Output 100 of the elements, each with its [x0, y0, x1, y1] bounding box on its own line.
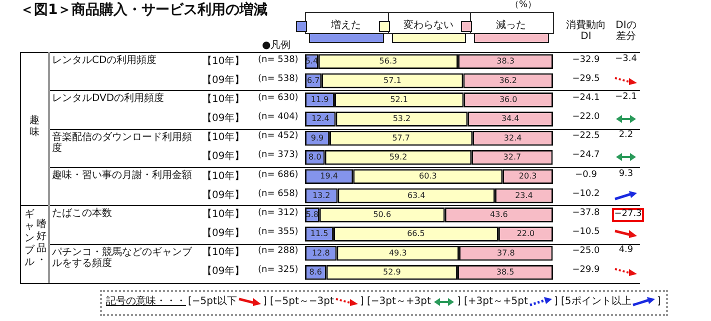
- data-label: 52.1: [390, 94, 408, 104]
- y-tick-label: 【09年】: [202, 74, 245, 86]
- y-tick-label: 【10年】: [202, 56, 245, 67]
- text: −24.7: [571, 150, 601, 162]
- text: −32.9: [571, 54, 601, 66]
- text: 嗜好品・: [36, 219, 47, 268]
- text: 変わらない: [402, 20, 454, 32]
- data-label: 12.8: [312, 248, 330, 258]
- y-tick-label: 【09年】: [202, 190, 245, 201]
- y-tick-label: 【10年】: [202, 132, 245, 144]
- text: 趣味・習い事の月謝・利用金額: [52, 170, 193, 181]
- data-label: 13.2: [312, 190, 330, 200]
- text: ●凡例: [262, 40, 291, 51]
- data-label: 37.8: [496, 248, 515, 258]
- text: −25.0: [571, 246, 601, 258]
- text: −3.4: [614, 54, 638, 64]
- data-label: 32.7: [503, 152, 522, 162]
- data-label: 52.9: [383, 267, 401, 276]
- text: −29.5: [571, 74, 601, 85]
- text: パチンコ・競馬などのギャンブルをする頻度: [52, 246, 193, 269]
- y-tick-label: 【10年】: [202, 208, 245, 220]
- text: DIの差分: [614, 20, 638, 42]
- text: (n= 404): [258, 112, 298, 123]
- text: −10.5: [571, 227, 601, 238]
- text: −22.5: [571, 131, 601, 142]
- y-tick-label: 【09年】: [202, 228, 245, 240]
- data-label: 63.4: [407, 190, 426, 200]
- data-label: 8.0: [308, 152, 322, 162]
- legend-label: 減った: [495, 20, 528, 32]
- y-tick-label: 【10年】: [202, 170, 245, 182]
- data-label: 34.4: [501, 114, 520, 124]
- data-label: 32.4: [504, 133, 522, 142]
- y-tick-label: 【09年】: [202, 266, 245, 278]
- text: 9.3: [618, 168, 634, 180]
- data-label: 53.2: [392, 114, 411, 124]
- text: 2.2: [618, 130, 634, 142]
- data-label: 22.0: [516, 229, 535, 238]
- data-label: 60.3: [418, 172, 437, 181]
- text: ＜図1＞商品購入・サービス利用の増減: [20, 2, 268, 18]
- text: (n= 288): [258, 246, 298, 258]
- text: 4.9: [618, 245, 634, 256]
- text: −27.3: [612, 208, 644, 222]
- text: たばこの本数: [52, 208, 113, 220]
- text: [5ポイント以上: [561, 296, 632, 307]
- text: −37.8: [571, 208, 601, 219]
- text: （%）: [510, 0, 537, 11]
- data-label: 9.9: [310, 133, 324, 142]
- text: ]: [554, 296, 558, 307]
- text: (n= 325): [258, 265, 298, 276]
- data-label: 6.7: [306, 76, 320, 85]
- text: ]: [457, 296, 461, 307]
- text: レンタルDVDの利用頻度: [52, 93, 166, 104]
- data-label: 49.3: [388, 248, 407, 258]
- data-label: 59.2: [389, 152, 408, 162]
- text: (n= 452): [258, 131, 298, 142]
- text: (n= 686): [258, 170, 298, 180]
- data-label: 36.2: [499, 76, 518, 85]
- data-label: 23.4: [515, 190, 533, 200]
- y-tick-label: 【10年】: [202, 247, 245, 258]
- text: [−5pt～−3pt: [270, 296, 334, 307]
- text: ]: [360, 296, 364, 307]
- data-label: 66.5: [407, 229, 425, 238]
- text: (n= 538): [258, 74, 298, 85]
- text: [−3pt～+3pt: [367, 296, 431, 307]
- text: −10.2: [571, 188, 601, 200]
- data-label: 38.5: [496, 267, 514, 276]
- text: −29.9: [571, 265, 601, 276]
- text: (n= 355): [258, 227, 298, 238]
- text: −22.0: [571, 112, 601, 123]
- legend-label: 増えた: [330, 20, 362, 32]
- text: −24.1: [571, 92, 601, 104]
- data-label: 38.3: [496, 56, 514, 66]
- text: (n= 373): [258, 150, 298, 162]
- data-label: 36.0: [499, 94, 518, 104]
- y-tick-label: 【09年】: [202, 113, 245, 124]
- data-label: 43.6: [490, 210, 508, 219]
- text: 消費動向DI: [565, 20, 607, 42]
- text: ]: [263, 296, 267, 307]
- data-label: 57.7: [392, 133, 410, 142]
- text: 音楽配信のダウンロード利用頻度: [52, 132, 193, 154]
- text: −2.1: [614, 92, 638, 103]
- y-tick-label: 【09年】: [202, 151, 245, 162]
- text: レンタルCDの利用頻度: [52, 55, 158, 66]
- text: −0.9: [574, 170, 598, 180]
- text: (n= 658): [258, 188, 298, 200]
- y-tick-label: 【10年】: [202, 94, 245, 105]
- text: (n= 312): [258, 208, 298, 219]
- data-label: 50.6: [373, 210, 392, 219]
- data-label: 11.5: [310, 229, 328, 238]
- text: (n= 630): [258, 92, 298, 104]
- data-label: 20.3: [518, 172, 537, 181]
- text: ]: [657, 296, 661, 307]
- data-label: 11.9: [310, 94, 329, 104]
- data-label: 12.4: [311, 114, 330, 124]
- data-label: 19.4: [320, 172, 338, 181]
- text: [+3pt～+5pt: [464, 296, 528, 307]
- text: 記号の意味・・・: [106, 296, 186, 307]
- data-label: 57.1: [384, 76, 402, 85]
- data-label: 56.3: [379, 56, 398, 66]
- text: ギャンブル: [24, 209, 35, 270]
